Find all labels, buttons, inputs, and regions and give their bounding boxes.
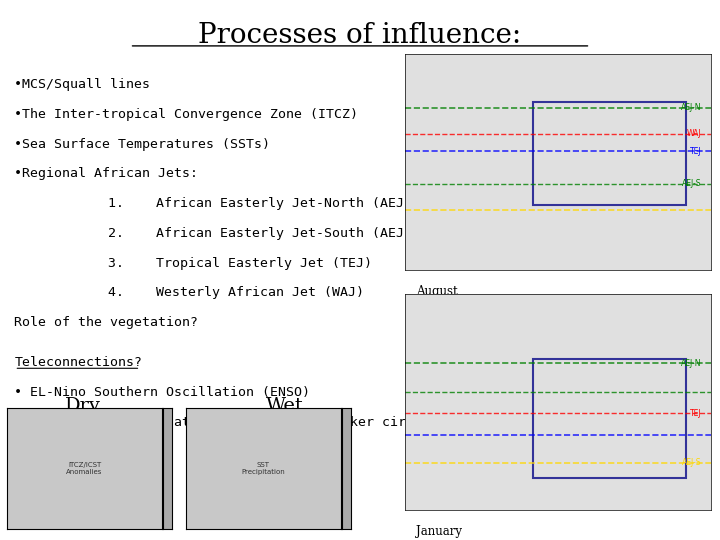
Text: Teleconnections?: Teleconnections? bbox=[14, 356, 143, 369]
Text: 3.    Tropical Easterly Jet (TEJ): 3. Tropical Easterly Jet (TEJ) bbox=[108, 256, 372, 269]
Text: TEJ: TEJ bbox=[690, 147, 701, 156]
Text: Role of the vegetation?: Role of the vegetation? bbox=[14, 316, 199, 329]
Text: 1.    African Easterly Jet-North (AEJ-N): 1. African Easterly Jet-North (AEJ-N) bbox=[108, 197, 428, 210]
Text: • EL-Nino Southern Oscillation (ENSO): • EL-Nino Southern Oscillation (ENSO) bbox=[14, 386, 310, 399]
Text: • Large-scale circulations (Hadley and Walker circulations): • Large-scale circulations (Hadley and W… bbox=[14, 416, 487, 429]
Text: August: August bbox=[416, 285, 458, 298]
Text: Dry: Dry bbox=[65, 397, 101, 415]
Bar bbox=[534, 102, 686, 205]
Text: AEJ-S: AEJ-S bbox=[682, 458, 701, 467]
Text: •The Inter-tropical Convergence Zone (ITCZ): •The Inter-tropical Convergence Zone (IT… bbox=[14, 108, 359, 121]
Text: Wet: Wet bbox=[266, 397, 303, 415]
Text: TEJ: TEJ bbox=[690, 409, 701, 417]
Text: January: January bbox=[416, 525, 462, 538]
Text: 2.    African Easterly Jet-South (AEJ-S): 2. African Easterly Jet-South (AEJ-S) bbox=[108, 227, 428, 240]
Text: •Regional African Jets:: •Regional African Jets: bbox=[14, 167, 199, 180]
Bar bbox=[534, 359, 686, 478]
Text: WAJ: WAJ bbox=[687, 130, 701, 138]
Text: AEJ-S: AEJ-S bbox=[682, 179, 701, 188]
Text: AEJ-N: AEJ-N bbox=[681, 359, 701, 368]
Text: •Sea Surface Temperatures (SSTs): •Sea Surface Temperatures (SSTs) bbox=[14, 138, 271, 151]
Text: •MCS/Squall lines: •MCS/Squall lines bbox=[14, 78, 150, 91]
Text: 4.    Westerly African Jet (WAJ): 4. Westerly African Jet (WAJ) bbox=[108, 286, 364, 299]
Text: ITCZ/ICST
Anomalies: ITCZ/ICST Anomalies bbox=[66, 462, 103, 475]
Text: AEJ-N: AEJ-N bbox=[681, 104, 701, 112]
Text: SST
Precipitation: SST Precipitation bbox=[241, 462, 285, 475]
Text: Processes of influence:: Processes of influence: bbox=[199, 22, 521, 49]
